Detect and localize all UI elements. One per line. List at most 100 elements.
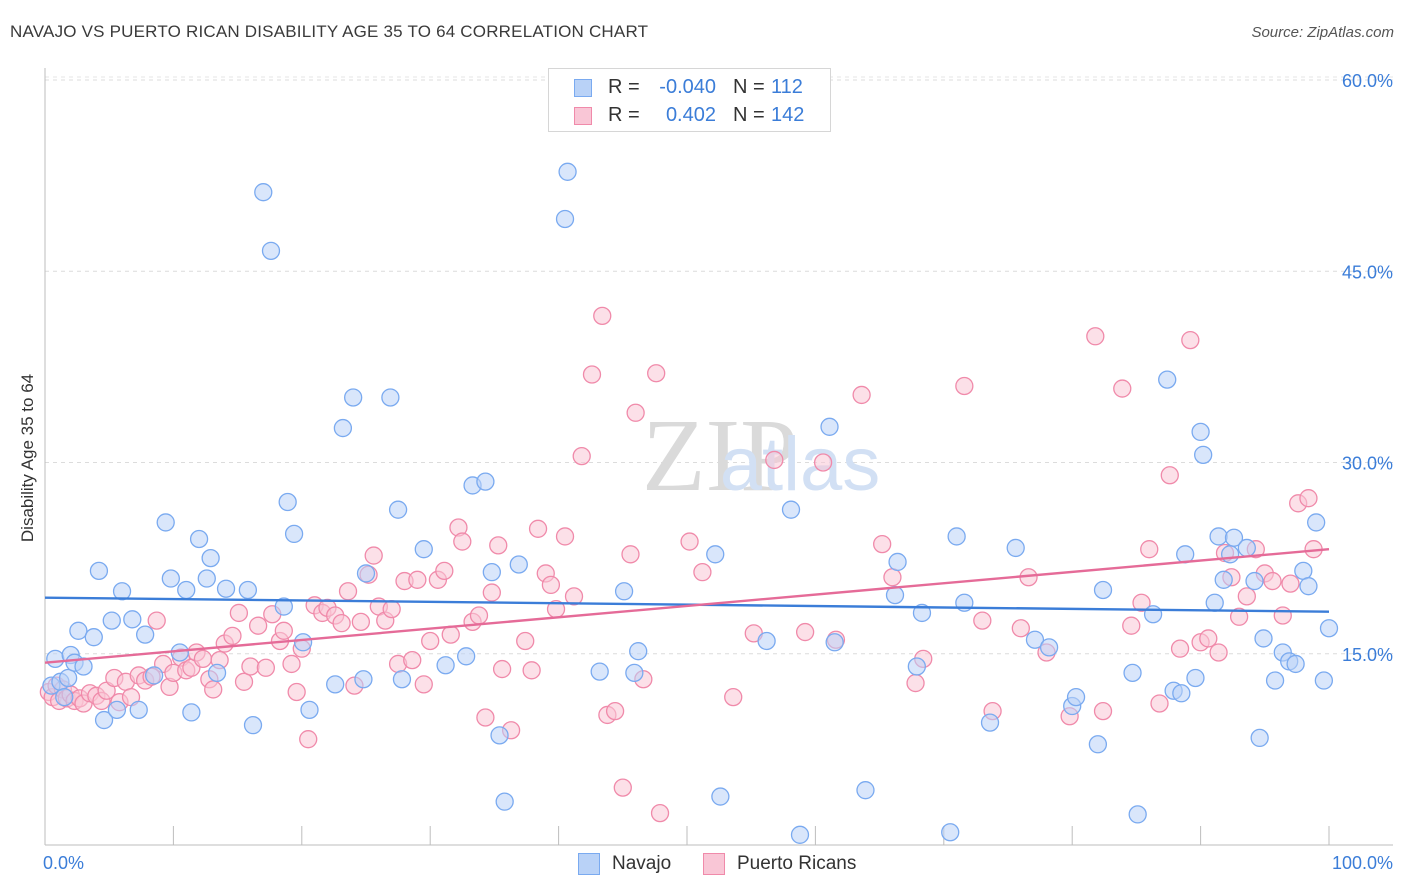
puerto-rican-point: [223, 626, 242, 646]
navajo-point: [392, 670, 412, 689]
puerto-rican-point: [453, 532, 472, 551]
legend-label: Puerto Ricans: [737, 853, 857, 874]
puerto-rican-point: [724, 687, 743, 707]
navajo-point: [482, 563, 501, 582]
navajo-point: [388, 500, 408, 519]
puerto-rican-point: [1281, 574, 1300, 593]
navajo-point: [89, 561, 109, 581]
navajo-point: [1245, 571, 1264, 591]
puerto-rican-point: [813, 453, 833, 472]
n-value: 142: [771, 104, 805, 126]
navajo-point: [980, 713, 1000, 732]
navajo-point: [161, 569, 180, 588]
navajo-point: [333, 418, 353, 438]
puerto-rican-trend-line: [44, 548, 1330, 664]
navajo-point: [69, 621, 88, 640]
puerto-rican-point: [680, 532, 699, 551]
puerto-rican-point: [248, 616, 268, 635]
correlation-legend: R = -0.040 N = 112 R = 0.402 N = 142: [548, 68, 831, 132]
x-tick-label: 0.0%: [43, 853, 84, 873]
navajo-point: [820, 417, 839, 436]
puerto-rican-point: [351, 612, 371, 632]
navajo-point: [790, 825, 810, 844]
puerto-rican-point: [873, 534, 892, 554]
navajo-point: [300, 700, 319, 719]
navajo-point: [436, 656, 455, 675]
puerto-rican-point: [274, 621, 293, 640]
navajo-point: [1319, 619, 1339, 638]
puerto-rican-point: [1237, 587, 1256, 606]
y-tick-label: 30.0%: [1342, 454, 1393, 474]
puerto-rican-point: [1011, 619, 1030, 638]
navajo-point: [476, 472, 495, 491]
puerto-rican-point: [482, 583, 501, 602]
r-value: 0.402: [665, 104, 716, 126]
navajo-point: [136, 625, 155, 644]
puerto-rican-point: [621, 545, 640, 564]
navajo-point: [1006, 538, 1025, 558]
puerto-rican-point: [193, 649, 213, 668]
puerto-rican-point: [613, 778, 632, 797]
y-tick-label: 60.0%: [1342, 71, 1393, 91]
navajo-point: [189, 529, 209, 549]
navajo-point: [1186, 668, 1205, 688]
navajo-point: [1191, 422, 1210, 442]
navajo-swatch: [578, 853, 600, 875]
puerto-rican-point: [469, 606, 489, 625]
navajo-point: [177, 580, 196, 600]
puerto-rican-point: [1093, 701, 1113, 721]
data-points: [39, 162, 1339, 844]
puerto-rican-point: [516, 631, 535, 651]
navajo-point: [1314, 671, 1334, 690]
navajo-point: [1128, 805, 1147, 824]
puerto-rican-point: [1150, 694, 1169, 713]
navajo-point: [706, 545, 725, 564]
navajo-point: [107, 700, 127, 719]
puerto-rican-point: [1086, 327, 1105, 346]
navajo-point: [1025, 630, 1045, 649]
navajo-point: [781, 500, 801, 519]
x-tick-label: 100.0%: [1332, 853, 1393, 873]
navajo-point: [112, 582, 132, 601]
navajo-point: [1250, 728, 1269, 748]
puerto-rican-point: [229, 603, 249, 623]
puerto-rican-point: [572, 446, 591, 466]
puerto-rican-point: [441, 625, 460, 644]
navajo-point: [629, 642, 648, 661]
navajo-point: [278, 492, 297, 512]
puerto-rican-point: [795, 622, 815, 642]
puerto-rican-point: [382, 599, 401, 619]
navajo-point: [1093, 580, 1113, 600]
legend-row-puerto-ricans: R = 0.402 N = 142: [549, 101, 830, 129]
navajo-point: [74, 657, 93, 676]
navajo-point: [1224, 528, 1244, 547]
navajo-point: [216, 579, 236, 598]
puerto-rican-point: [421, 631, 440, 651]
navajo-point: [1307, 513, 1326, 532]
navajo-point: [907, 657, 926, 676]
navajo-point: [1209, 527, 1228, 546]
navajo-point: [1237, 538, 1256, 558]
puerto-rican-point: [765, 450, 784, 470]
navajo-point: [856, 781, 875, 800]
puerto-ricans-swatch: [574, 107, 592, 125]
n-label: N =: [733, 76, 765, 98]
navajo-point: [1123, 663, 1142, 683]
puerto-ricans-swatch: [703, 853, 725, 875]
navajo-point: [1205, 593, 1224, 612]
puerto-rican-point: [1113, 379, 1132, 398]
navajo-point: [614, 582, 634, 601]
puerto-rican-point: [287, 682, 306, 702]
navajo-point: [888, 552, 907, 572]
puerto-rican-point: [883, 568, 902, 587]
navajo-point: [1220, 545, 1240, 564]
navajo-point: [1143, 605, 1163, 624]
navajo-point: [912, 603, 932, 623]
puerto-rican-point: [204, 680, 223, 699]
tick-labels: 15.0% 30.0% 45.0% 60.0% 0.0% 100.0%: [43, 71, 1393, 873]
navajo-point: [84, 628, 103, 647]
puerto-rican-point: [1132, 593, 1151, 612]
navajo-point: [1294, 561, 1313, 581]
puerto-rican-point: [435, 561, 454, 581]
r-label: R =: [608, 76, 640, 98]
